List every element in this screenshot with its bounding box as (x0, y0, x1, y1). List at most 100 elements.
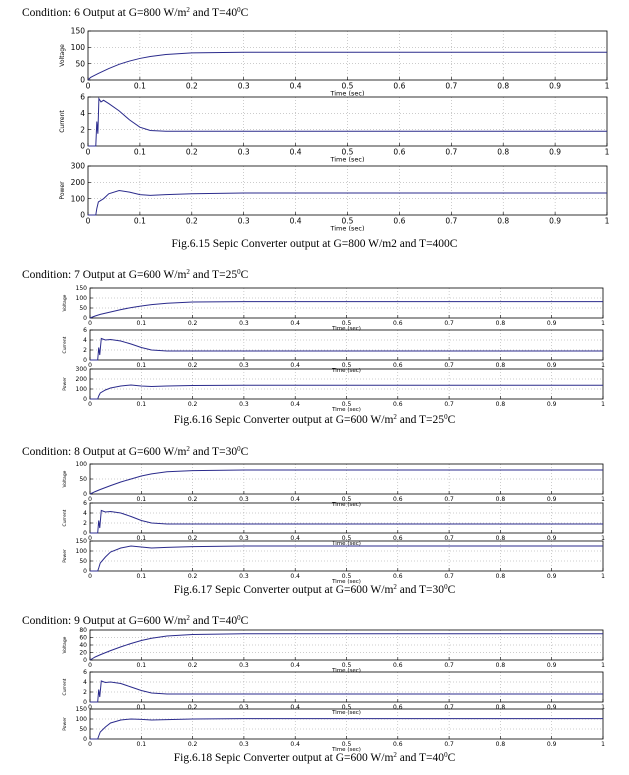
x-tick-label: 0.6 (393, 217, 405, 226)
y-axis-label: Current (62, 678, 68, 695)
y-tick-label: 100 (76, 461, 88, 468)
y-tick-label: 2 (83, 347, 87, 354)
y-tick-label: 150 (76, 285, 88, 292)
y-tick-label: 50 (75, 59, 85, 68)
x-tick-label: 0.5 (342, 496, 352, 503)
y-tick-label: 0 (83, 396, 87, 403)
x-tick-label: 1 (601, 535, 605, 542)
x-tick-label: 0.7 (445, 82, 457, 91)
y-tick-label: 50 (79, 558, 87, 565)
x-tick-label: 0.9 (547, 704, 557, 711)
x-tick-label: 1 (601, 573, 605, 580)
y-tick-label: 20 (79, 650, 87, 657)
x-tick-label: 0.7 (445, 217, 457, 226)
y-tick-label: 2 (83, 520, 87, 527)
x-tick-label: 0.5 (342, 741, 352, 748)
figure-caption-3: Fig.6.17 Sepic Converter output at G=600… (173, 583, 456, 597)
y-tick-label: 80 (79, 627, 87, 634)
y-axis-label: Current (59, 110, 66, 133)
x-tick-label: 0.5 (342, 573, 352, 580)
series-line (90, 545, 603, 572)
y-tick-label: 50 (79, 476, 87, 483)
y-axis-label: Voltage (62, 636, 68, 653)
x-tick-label: 1 (605, 217, 610, 226)
y-tick-label: 4 (83, 510, 87, 517)
y-axis-label: Voltage (59, 44, 66, 67)
x-axis-label: Time (sec) (329, 90, 364, 98)
x-tick-label: 0.7 (444, 573, 454, 580)
x-tick-label: 0 (88, 662, 92, 669)
x-tick-label: 0.1 (137, 741, 147, 748)
y-axis-label: Current (62, 336, 68, 353)
x-tick-label: 0.2 (188, 573, 198, 580)
x-tick-label: 0.6 (393, 82, 405, 91)
series-line (90, 337, 603, 361)
x-axis-label: Time (sec) (331, 326, 361, 332)
chart-5: 0 2 4 6 0 0.1 0.2 0.3 0.4 0.5 0.6 0.7 0.8 0.9 1 Time (s… (62, 327, 605, 374)
y-tick-label: 200 (71, 178, 86, 187)
x-tick-label: 0.1 (134, 217, 146, 226)
x-tick-label: 0.7 (444, 496, 454, 503)
x-tick-label: 0 (88, 741, 92, 748)
x-tick-label: 0.1 (137, 320, 147, 327)
x-tick-label: 0.9 (549, 217, 561, 226)
y-tick-label: 300 (71, 162, 86, 171)
x-tick-label: 0.2 (188, 662, 198, 669)
y-axis-label: Power (62, 717, 68, 731)
x-tick-label: 0 (88, 573, 92, 580)
chart-2: 0 2 4 6 0 0.1 0.2 0.3 0.4 0.5 0.6 0.7 0.8 0.9 1 Time (s… (59, 93, 610, 164)
condition-2: Condition: 7 Output at G=600 W/m2 and T=… (22, 268, 249, 282)
x-axis-label: Time (sec) (329, 225, 364, 233)
x-tick-label: 1 (601, 662, 605, 669)
x-tick-label: 0.1 (134, 82, 146, 91)
x-tick-label: 0.6 (393, 401, 403, 408)
x-tick-label: 0.5 (342, 217, 354, 226)
x-tick-label: 0.3 (238, 82, 250, 91)
x-tick-label: 0.6 (393, 362, 403, 369)
y-tick-label: 0 (83, 568, 87, 575)
x-tick-label: 0.5 (342, 704, 352, 711)
x-tick-label: 0.3 (238, 148, 250, 157)
x-axis-label: Time (sec) (331, 502, 361, 508)
x-tick-label: 0.7 (444, 704, 454, 711)
x-tick-label: 0.9 (547, 496, 557, 503)
series-line (90, 384, 603, 400)
x-tick-label: 0.5 (342, 82, 354, 91)
x-tick-label: 0.3 (238, 217, 250, 226)
x-tick-label: 0 (88, 401, 92, 408)
x-tick-label: 0.5 (342, 662, 352, 669)
x-tick-label: 1 (601, 401, 605, 408)
condition-1: Condition: 6 Output at G=800 W/m2 and T=… (22, 6, 249, 20)
chart-4: 0 50 100 150 0 0.1 0.2 0.3 0.4 0.5 0.6 0.7 0.8 0.9 1 Ti… (62, 285, 605, 332)
chart-3: 0 100 200 300 0 0.1 0.2 0.3 0.4 0.5 0.6 0.7 0.8 0.9 1 T… (59, 162, 610, 233)
x-tick-label: 0.3 (239, 535, 249, 542)
x-tick-label: 1 (601, 496, 605, 503)
y-tick-label: 0 (83, 736, 87, 743)
y-tick-label: 2 (83, 689, 87, 696)
x-tick-label: 0.7 (444, 401, 454, 408)
x-tick-label: 0.8 (497, 217, 509, 226)
x-tick-label: 0.6 (393, 704, 403, 711)
x-tick-label: 0.6 (393, 496, 403, 503)
x-tick-label: 0.4 (290, 496, 300, 503)
chart-1: 0 50 100 150 0 0.1 0.2 0.3 0.4 0.5 0.6 0.7 0.8 0.9 1 Ti… (59, 27, 610, 98)
figure-caption-1: Fig.6.15 Sepic Converter output at G=800… (171, 238, 458, 250)
x-tick-label: 0.8 (496, 496, 506, 503)
series-line (89, 301, 603, 319)
x-tick-label: 1 (601, 704, 605, 711)
x-tick-label: 0.8 (496, 362, 506, 369)
x-tick-label: 0.8 (496, 320, 506, 327)
y-tick-label: 0 (83, 315, 87, 322)
x-tick-label: 0.6 (393, 662, 403, 669)
x-tick-label: 0.3 (239, 704, 249, 711)
x-tick-label: 1 (601, 362, 605, 369)
x-tick-label: 0.1 (137, 535, 147, 542)
x-tick-label: 0.6 (393, 741, 403, 748)
y-tick-label: 150 (71, 27, 86, 36)
x-tick-label: 0.8 (496, 662, 506, 669)
x-tick-label: 0.8 (496, 741, 506, 748)
x-tick-label: 0 (86, 148, 91, 157)
x-tick-label: 0.1 (137, 401, 147, 408)
x-tick-label: 0.2 (188, 496, 198, 503)
